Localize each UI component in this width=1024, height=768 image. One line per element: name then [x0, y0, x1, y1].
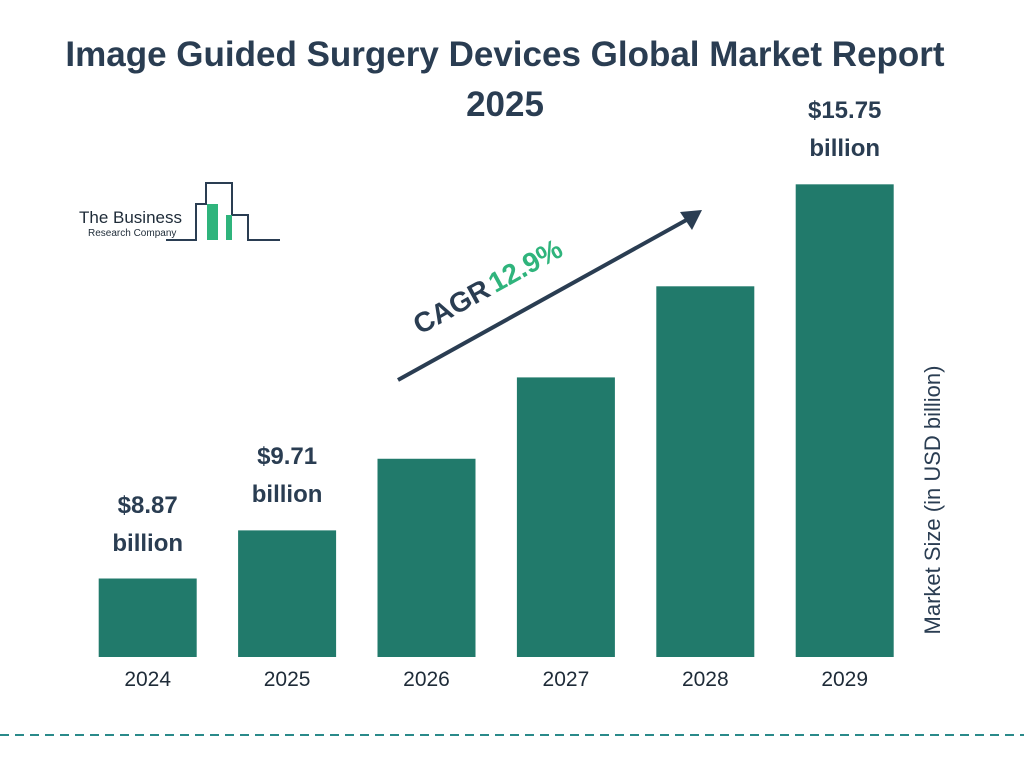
value-label: $9.71 billion: [251, 443, 323, 509]
cagr-arrow: [397, 216, 691, 382]
cagr-arrowhead: [680, 210, 702, 230]
bar: [98, 578, 197, 657]
logo-text: The Business: [79, 208, 182, 227]
x-tick-label: 2029: [821, 668, 868, 691]
logo-subtext: Research Company: [88, 228, 176, 239]
bar: [377, 458, 476, 657]
value-label: $15.75 billion: [807, 97, 882, 163]
bar: [656, 286, 755, 657]
logo-bar: [207, 204, 218, 240]
x-tick-label: 2025: [264, 668, 311, 691]
logo: The Business Research Company: [79, 182, 280, 241]
bar: [238, 530, 337, 657]
bar: [795, 184, 894, 657]
bar: [516, 377, 615, 657]
logo-outline: [166, 182, 280, 241]
cagr-label: CAGR: [408, 273, 495, 340]
x-tick-label: 2026: [403, 668, 450, 691]
x-tick-label: 2024: [124, 668, 171, 691]
cagr-value: 12.9%: [483, 233, 568, 299]
chart-title: Image Guided Surgery Devices Global Mark…: [65, 35, 945, 124]
y-axis-label: Market Size (in USD billion): [920, 366, 945, 635]
x-tick-label: 2028: [682, 668, 729, 691]
cagr: CAGR 12.9%: [408, 233, 568, 340]
x-tick-label: 2027: [543, 668, 590, 691]
logo-bar: [226, 215, 232, 240]
value-label: $8.87 billion: [112, 491, 184, 557]
